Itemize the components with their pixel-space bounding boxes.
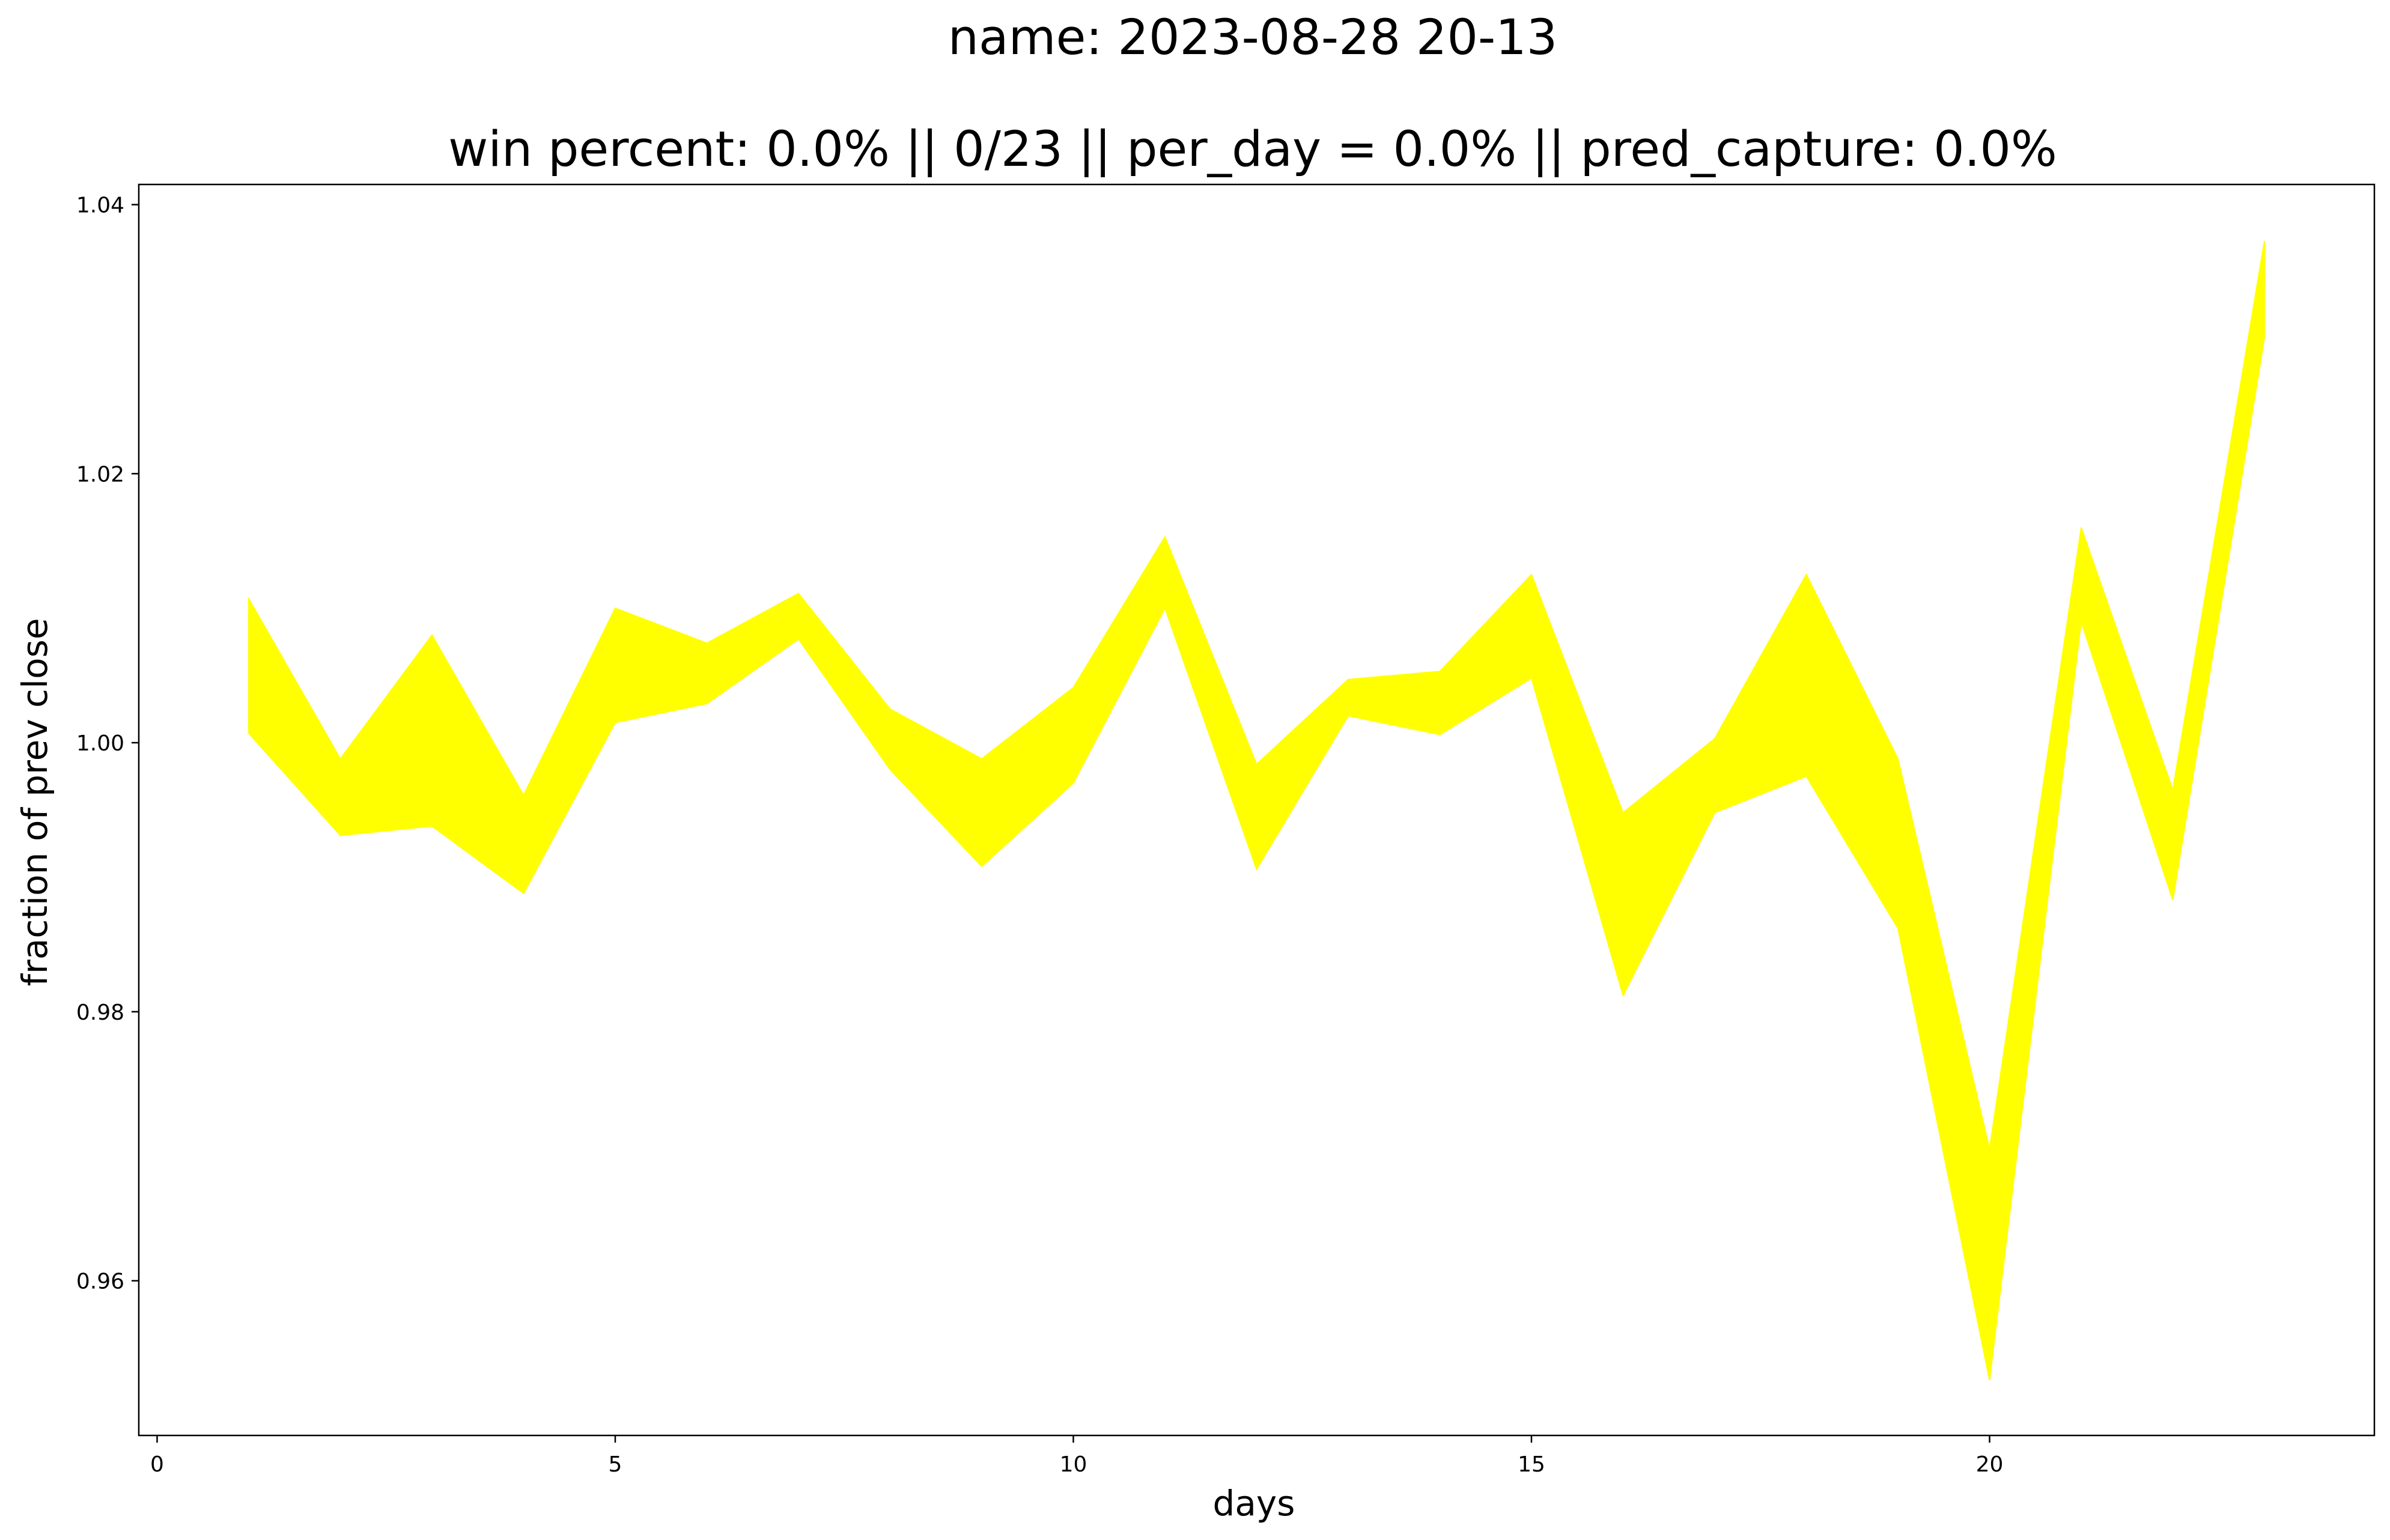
y-tick-label: 1.02 xyxy=(76,462,124,487)
plot-area xyxy=(138,183,2376,1437)
plot-frame xyxy=(138,183,2376,1437)
x-tick-label: 20 xyxy=(1976,1452,2004,1477)
chart-subtitle: win percent: 0.0% || 0/23 || per_day = 0… xyxy=(448,121,2057,178)
y-tick-label: 1.04 xyxy=(76,193,124,218)
y-tick-label: 0.98 xyxy=(76,1000,124,1025)
x-axis: 0 5 10 15 20 xyxy=(150,1435,2003,1477)
chart-title: name: 2023-08-28 20-13 xyxy=(948,10,1558,66)
x-tick-label: 10 xyxy=(1060,1452,1087,1477)
y-axis-label: fraction of prev close xyxy=(14,618,55,987)
y-axis: 0.96 0.98 1.00 1.02 1.04 xyxy=(76,193,139,1294)
x-tick-label: 15 xyxy=(1518,1452,1545,1477)
y-tick-label: 1.00 xyxy=(76,731,124,756)
x-tick-label: 0 xyxy=(150,1452,164,1477)
x-tick-label: 5 xyxy=(609,1452,622,1477)
fill-band xyxy=(248,240,2265,1381)
x-axis-label: days xyxy=(1213,1483,1295,1524)
y-tick-label: 0.96 xyxy=(76,1270,124,1294)
